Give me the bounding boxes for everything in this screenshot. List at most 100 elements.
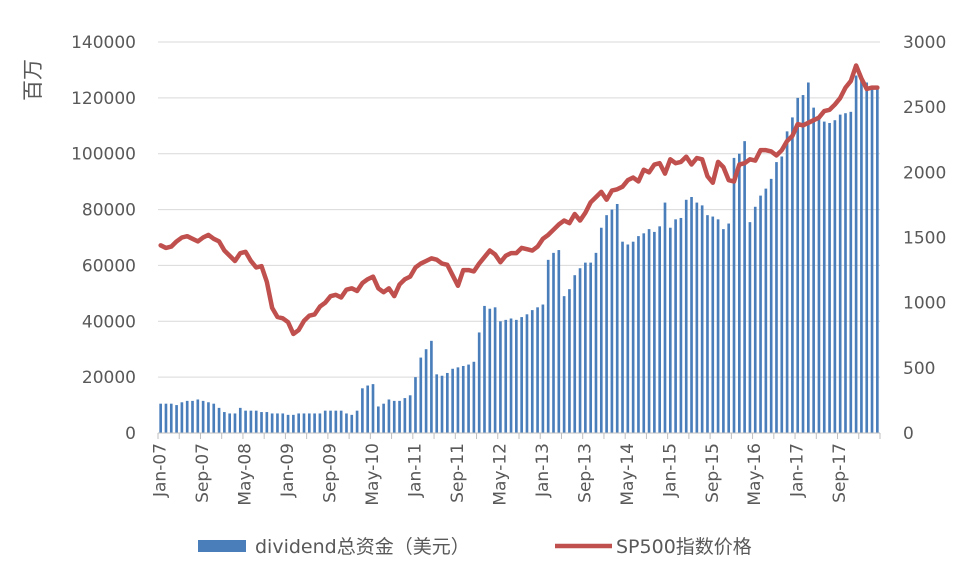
bar (446, 372, 449, 433)
bar (355, 410, 359, 433)
sp500-line (158, 63, 880, 337)
bar (812, 107, 815, 433)
bar (387, 399, 391, 433)
right-axis-tick-label: 2500 (903, 98, 946, 118)
bar (201, 400, 205, 433)
bar (716, 219, 720, 433)
bar (791, 117, 794, 434)
bar (329, 410, 332, 433)
bar (488, 308, 492, 433)
bar (265, 412, 269, 433)
x-tick-label: May-14 (618, 443, 638, 506)
x-tick-label: Sep-11 (448, 443, 468, 503)
bar (175, 405, 178, 433)
bar (695, 202, 699, 433)
bar (584, 262, 587, 433)
bar (260, 412, 263, 433)
bar (737, 153, 741, 433)
bar (775, 162, 778, 434)
bar (228, 413, 231, 433)
bar (313, 413, 316, 433)
bar (196, 399, 200, 433)
bar (780, 156, 784, 433)
bar (361, 388, 364, 433)
x-tick-label: Jan-09 (278, 443, 298, 498)
bar (876, 86, 879, 433)
left-axis-tick-label: 0 (125, 424, 136, 444)
bar (366, 385, 370, 433)
bar (398, 400, 401, 433)
bar (817, 117, 821, 434)
bar (515, 319, 518, 433)
bar (599, 227, 603, 433)
bar (546, 259, 550, 433)
bar (180, 402, 184, 433)
bar (552, 252, 555, 433)
bar (727, 223, 731, 433)
bar (870, 86, 874, 433)
bar (557, 250, 561, 433)
x-tick-label: Jan-11 (405, 443, 425, 498)
right-axis-labels: 3000 2500 2000 1500 1000 500 0 (903, 33, 946, 444)
bar (376, 406, 380, 433)
bar (424, 349, 428, 433)
bar (615, 203, 619, 433)
bar (318, 413, 322, 433)
bar (477, 332, 481, 433)
bar (865, 82, 869, 433)
bar (254, 410, 258, 433)
bar (302, 413, 306, 433)
bar (637, 236, 640, 433)
bar (642, 233, 646, 433)
x-tick-label: Jan-17 (788, 443, 808, 498)
bar (769, 178, 773, 433)
bar (440, 375, 444, 433)
bar (743, 141, 746, 433)
bar (414, 377, 417, 433)
bar (207, 402, 210, 433)
bar (223, 412, 226, 433)
bar (626, 244, 630, 433)
bar (504, 319, 508, 433)
bar (435, 374, 439, 433)
bar (679, 217, 683, 433)
bar (653, 231, 656, 433)
bar (674, 219, 677, 433)
bar (509, 318, 513, 433)
bar (536, 307, 539, 433)
bar (647, 229, 651, 433)
left-axis-tick-label: 120000 (71, 89, 136, 109)
x-tick-label: Sep-17 (830, 443, 850, 503)
right-axis-tick-label: 1000 (903, 294, 946, 314)
bar (578, 268, 582, 433)
bar (185, 400, 189, 433)
bar (663, 202, 667, 433)
bar (244, 410, 247, 433)
bar (403, 398, 407, 433)
bar (807, 82, 810, 433)
bar (860, 79, 863, 433)
bar (419, 357, 423, 433)
x-tick-label: Sep-13 (575, 443, 595, 503)
bar (350, 414, 354, 433)
bar (631, 241, 635, 433)
bar (159, 403, 162, 433)
bar (589, 262, 592, 433)
right-axis-tick-label: 0 (903, 424, 914, 444)
x-tick-label: Jan-15 (660, 443, 680, 498)
left-axis-labels: 140000 120000 100000 80000 60000 40000 20000 0 (71, 33, 136, 444)
bar (748, 222, 752, 433)
bar (785, 131, 789, 433)
x-tick-label: Jan-13 (533, 443, 553, 498)
bar (796, 97, 800, 433)
bar (212, 403, 216, 433)
bar (732, 157, 736, 433)
bar (408, 395, 412, 433)
bar (499, 321, 502, 433)
right-axis-tick-label: 1500 (903, 229, 946, 249)
x-tick-label: Sep-09 (321, 443, 341, 503)
bar (323, 410, 327, 433)
bar (711, 216, 715, 433)
bar (472, 361, 476, 433)
bar (700, 205, 704, 433)
